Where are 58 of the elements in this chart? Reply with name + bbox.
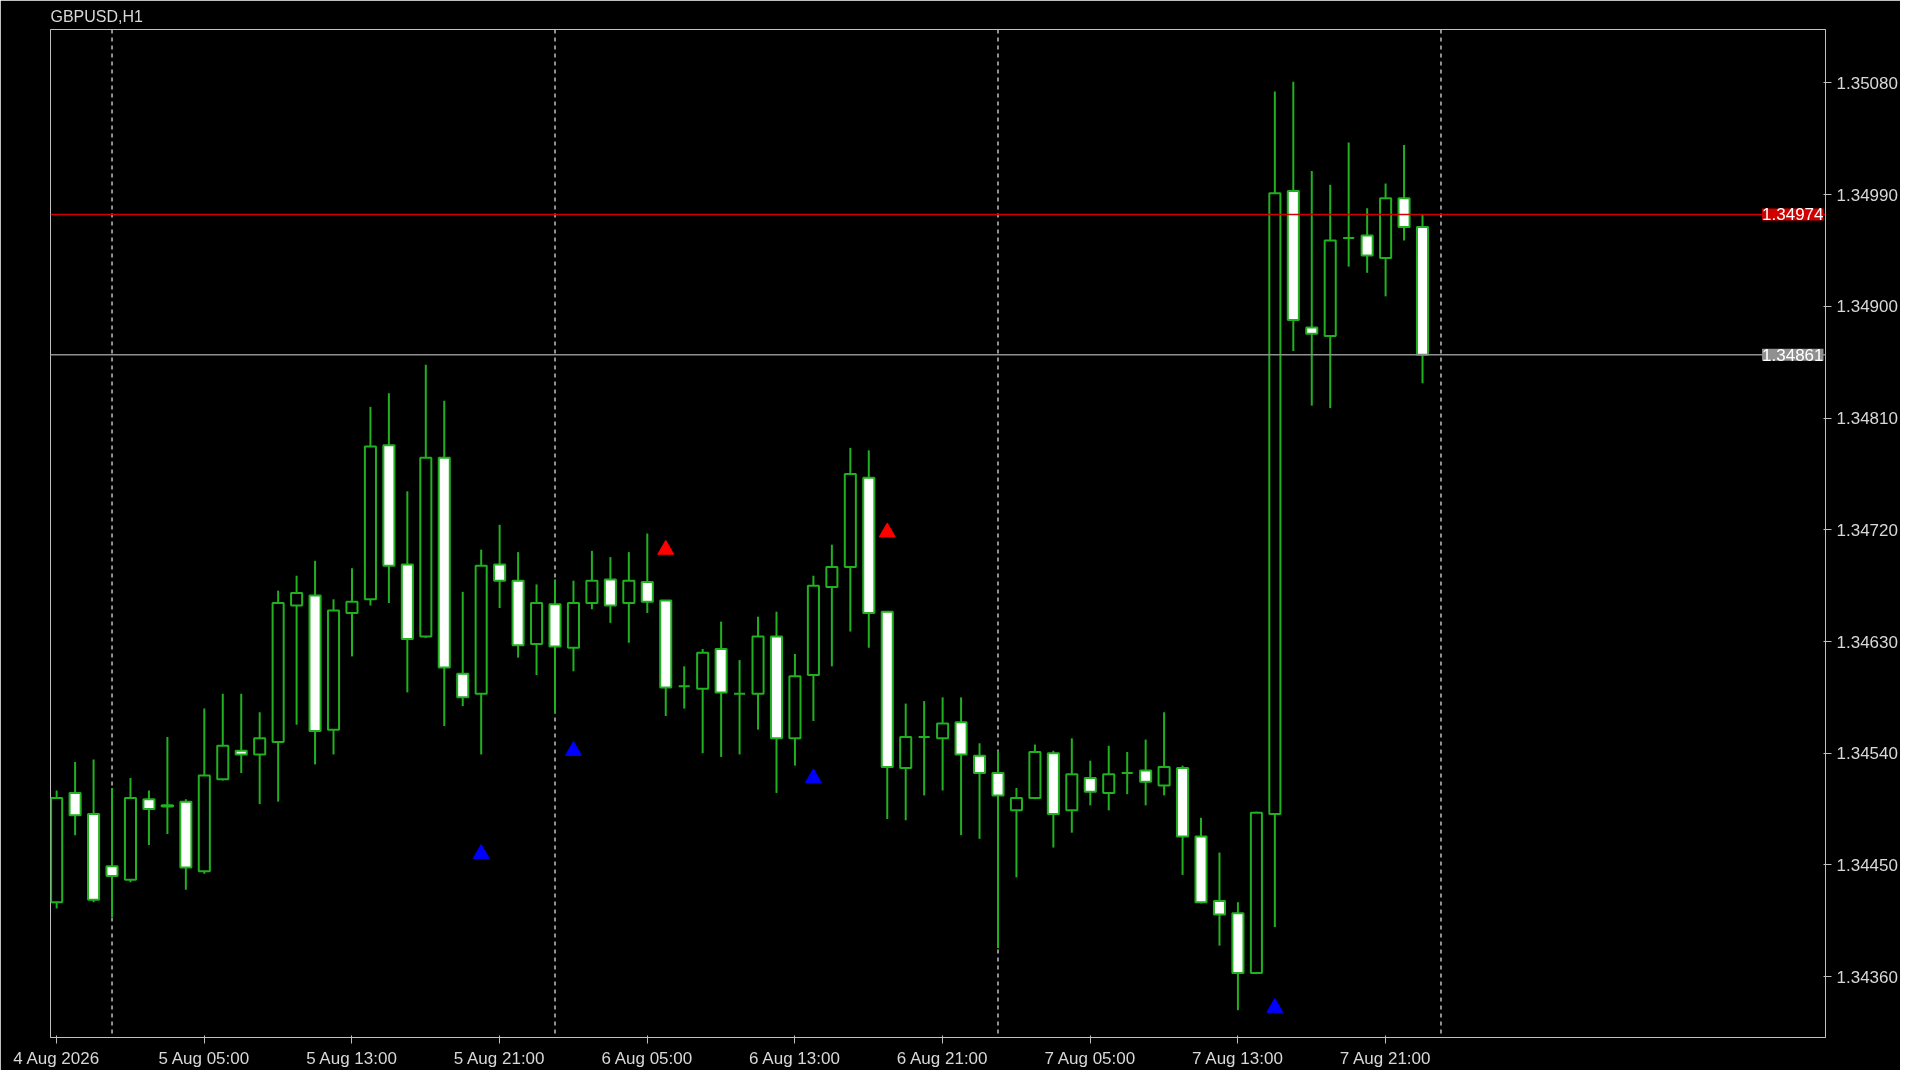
x-tick-label: 6 Aug 05:00 [601, 1048, 693, 1068]
candlestick [234, 692, 248, 775]
candlestick [1139, 738, 1153, 807]
candlestick [160, 736, 174, 835]
candlestick [68, 760, 82, 837]
x-tick-label: 5 Aug 21:00 [453, 1048, 545, 1068]
y-tick-label: 1.34630 [1836, 632, 1898, 652]
y-tick-label: 1.34360 [1836, 967, 1898, 987]
point [804, 768, 822, 784]
point [564, 741, 582, 756]
candlestick [142, 789, 156, 847]
y-tick-label: 1.34810 [1836, 409, 1898, 429]
candlestick [991, 749, 1005, 950]
candlestick [253, 711, 267, 806]
point [472, 844, 490, 859]
candlestick [677, 665, 691, 710]
candlestick [1157, 711, 1171, 797]
candlestick [1083, 759, 1097, 807]
candlestick [345, 567, 359, 658]
candlestick [493, 523, 507, 609]
y-tick-label: 1.34900 [1836, 297, 1898, 317]
ref-line-label: 1.34974 [1762, 205, 1824, 225]
candlestick [105, 786, 119, 919]
y-tick-label: 1.35080 [1836, 73, 1898, 93]
candlestick [622, 551, 636, 644]
candlestick [640, 532, 654, 614]
candlestick [1120, 750, 1134, 796]
candlestick [825, 543, 839, 668]
candlestick [1102, 744, 1116, 812]
x-tick-label: 6 Aug 13:00 [749, 1048, 840, 1068]
x-tick-label: 7 Aug 05:00 [1044, 1048, 1136, 1068]
y-tick-label: 1.34720 [1836, 520, 1898, 540]
ref-line-label: 1.34861 [1762, 345, 1824, 365]
candlestick [972, 742, 987, 840]
x-tick-label: 7 Aug 21:00 [1339, 1048, 1431, 1068]
candlestick [1342, 141, 1356, 268]
x-tick-label: 6 Aug 21:00 [896, 1048, 988, 1068]
x-tick-label: 7 Aug 13:00 [1192, 1048, 1283, 1068]
y-tick-label: 1.34450 [1836, 855, 1898, 875]
x-tick-label: 5 Aug 13:00 [306, 1048, 397, 1068]
y-tick-label: 1.34540 [1836, 744, 1898, 764]
candlestick [917, 700, 931, 797]
y-tick-label: 1.34990 [1836, 185, 1898, 205]
candlestick [1009, 786, 1023, 879]
x-tick-label: 4 Aug 2026 [13, 1048, 100, 1068]
x-tick-label: 5 Aug 05:00 [158, 1048, 250, 1068]
candlestick [1305, 170, 1319, 407]
point [1266, 997, 1284, 1013]
candlestick [456, 590, 470, 708]
point [657, 539, 675, 555]
candlestick [585, 549, 599, 611]
chart-title: GBPUSD,H1 [50, 7, 144, 25]
point [878, 522, 896, 538]
candlestick [936, 696, 950, 792]
candlestick [290, 574, 304, 726]
candlestick [1212, 851, 1227, 947]
candlestick [733, 659, 747, 756]
candlestick [1360, 207, 1374, 274]
